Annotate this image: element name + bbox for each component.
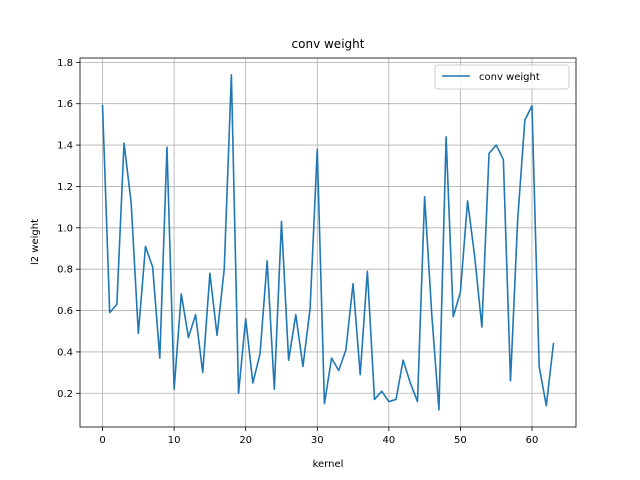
y-tick-label: 1.8 — [57, 58, 73, 69]
x-tick-label: 30 — [311, 435, 324, 446]
x-tick-label: 10 — [168, 435, 181, 446]
y-tick-label: 0.6 — [57, 306, 73, 317]
legend-box — [434, 64, 570, 90]
plot-frame — [79, 57, 577, 428]
x-tick-label: 50 — [454, 435, 467, 446]
y-tick-label: 1.0 — [57, 223, 73, 234]
x-tick-label: 60 — [526, 435, 539, 446]
x-tick-label: 40 — [382, 435, 395, 446]
y-tick-label: 0.8 — [57, 265, 73, 276]
x-axis-label: kernel — [313, 459, 344, 470]
y-tick-label: 1.4 — [57, 141, 73, 152]
series-line-conv-weight — [101, 73, 555, 411]
x-tick-label: 0 — [99, 435, 105, 446]
legend: conv weight — [434, 64, 570, 90]
x-axis: 0 10 20 30 40 50 60 — [99, 427, 538, 446]
x-tick-label: 20 — [239, 435, 252, 446]
chart-title: conv weight — [292, 37, 365, 51]
y-axis: 0.2 0.4 0.6 0.8 1.0 1.2 1.4 1.6 1.8 — [57, 58, 80, 400]
y-axis-label: l2 weight — [30, 219, 41, 265]
grid — [80, 58, 576, 427]
legend-label: conv weight — [479, 72, 540, 83]
y-tick-label: 1.2 — [57, 182, 73, 193]
series-layer — [101, 73, 555, 411]
y-tick-label: 0.4 — [57, 347, 73, 358]
y-tick-label: 0.2 — [57, 389, 73, 400]
y-tick-label: 1.6 — [57, 99, 73, 110]
